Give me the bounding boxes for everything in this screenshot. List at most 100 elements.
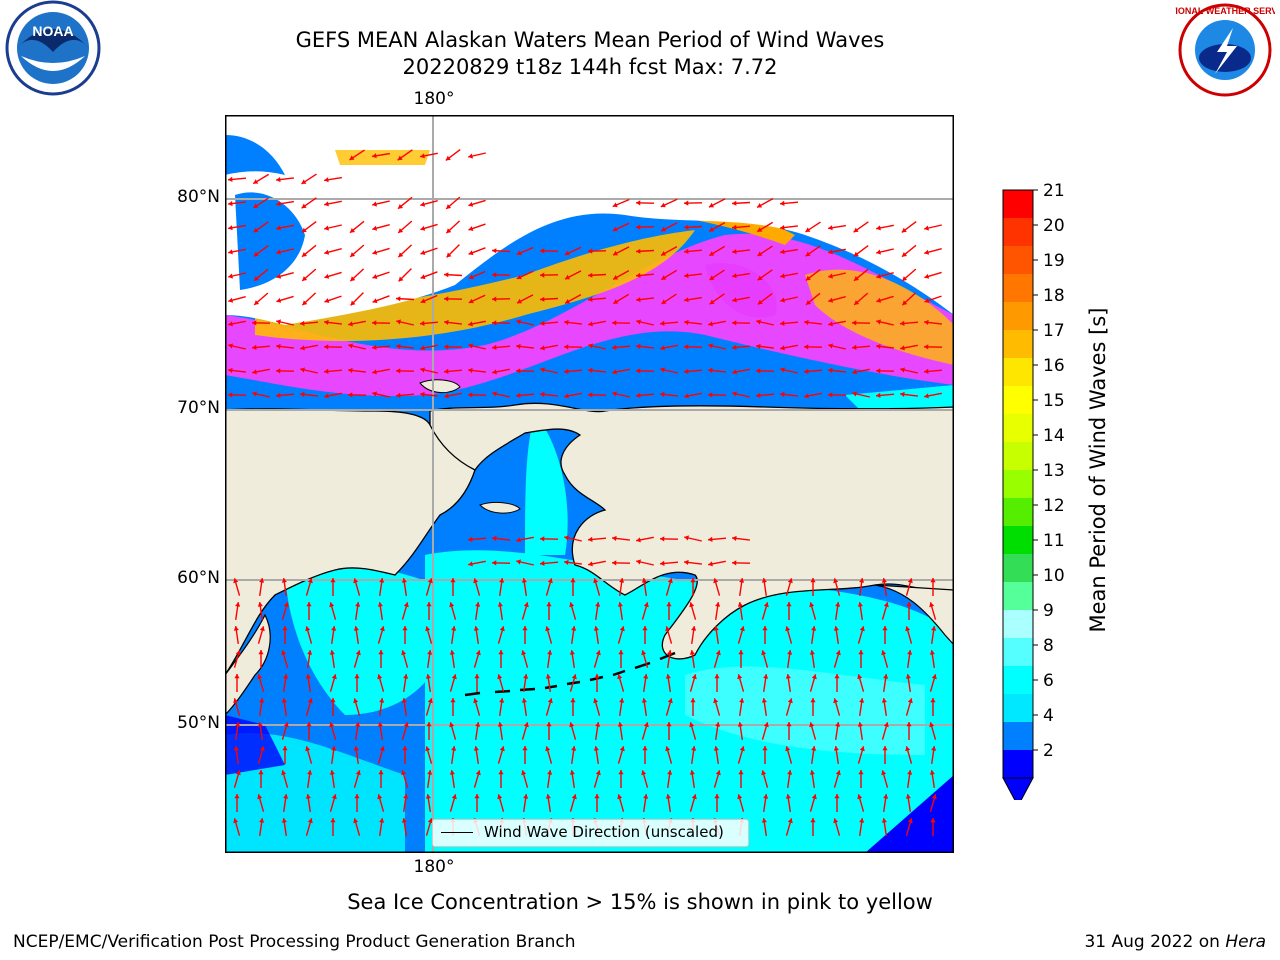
wave-direction-arrowhead (282, 626, 288, 631)
wave-direction-arrowhead (252, 344, 257, 350)
wave-direction-arrowhead (762, 746, 768, 751)
colorbar-segment (1003, 722, 1033, 750)
wave-direction-arrowhead (283, 794, 289, 799)
wave-direction-arrowhead (372, 391, 377, 397)
wave-direction-arrowhead (281, 698, 287, 703)
wave-direction-arrowhead (708, 343, 713, 349)
wave-direction-arrowhead (641, 578, 647, 583)
wave-direction-arrowhead (372, 249, 378, 255)
wave-direction-arrowhead (540, 560, 545, 566)
wave-direction-arrowhead (254, 276, 259, 281)
wave-direction-arrowhead (811, 746, 817, 751)
wave-direction-arrowhead (427, 578, 433, 584)
wave-direction-arrowhead (785, 674, 791, 679)
wave-direction-arrowhead (276, 249, 281, 255)
colorbar-segment (1003, 470, 1033, 498)
wave-direction-arrowhead (929, 722, 935, 728)
wave-direction-arrowhead (684, 535, 689, 541)
wave-direction-arrowhead (732, 320, 737, 326)
wave-direction-arrowhead (857, 722, 863, 727)
wave-direction-arrowhead (564, 535, 569, 541)
wave-direction-arrowhead (737, 602, 743, 607)
wave-direction-arrowhead (233, 626, 239, 631)
wave-direction-arrowhead (420, 391, 425, 397)
wave-direction-arrowhead (473, 578, 479, 584)
wave-direction-arrowhead (492, 320, 497, 326)
wave-direction-arrowhead (595, 602, 601, 607)
wave-direction-arrowhead (348, 343, 353, 349)
wave-direction-arrowhead (732, 391, 737, 397)
wave-direction-arrowhead (228, 392, 233, 398)
wave-direction-arrowhead (540, 345, 545, 351)
wave-direction-arrowhead (451, 626, 457, 631)
wave-direction-arrowhead (787, 650, 793, 655)
nws-logo-text: NATIONAL WEATHER SERVICE (1175, 6, 1275, 16)
wave-direction-arrowhead (833, 746, 839, 751)
wave-direction-arrowhead (276, 392, 281, 398)
wave-direction-arrowhead (377, 794, 383, 800)
wave-period-map (225, 115, 954, 853)
chart-title: GEFS MEAN Alaskan Waters Mean Period of … (295, 28, 885, 52)
wave-direction-arrowhead (805, 275, 811, 281)
wave-direction-arrowhead (900, 320, 905, 326)
wave-direction-arrowhead (468, 274, 474, 280)
wave-direction-arrowhead (540, 320, 545, 326)
wave-direction-arrowhead (739, 746, 745, 752)
wave-direction-arrowhead (833, 698, 839, 704)
wave-direction-arrowhead (234, 674, 240, 679)
lon-label-bottom: 180° (413, 857, 455, 877)
cyan-strait (525, 415, 568, 555)
wave-direction-arrowhead (302, 252, 307, 257)
wave-direction-arrowhead (468, 392, 473, 398)
wave-direction-arrowhead (612, 560, 617, 566)
wave-direction-arrowhead (902, 276, 908, 281)
wave-direction-arrowhead (684, 224, 689, 230)
wave-direction-arrowhead (523, 674, 529, 679)
wave-direction-arrowhead (713, 746, 719, 751)
wave-direction-arrowhead (497, 602, 503, 607)
wave-direction-arrowhead (396, 296, 401, 302)
wave-direction-arrowhead (449, 602, 455, 608)
wave-direction-arrowhead (905, 626, 911, 632)
wave-direction-arrowhead (353, 746, 359, 751)
wave-direction-arrowhead (613, 299, 619, 304)
colorbar-tick-label: 18 (1043, 286, 1065, 306)
wave-direction-arrowhead (762, 626, 768, 631)
wave-direction-arrowhead (547, 770, 553, 775)
wave-direction-arrowhead (780, 367, 785, 373)
wave-direction-arrowhead (234, 794, 240, 799)
wave-direction-arrowhead (732, 344, 737, 350)
wave-direction-arrowhead (828, 225, 833, 231)
wave-direction-arrowhead (732, 273, 737, 279)
wave-direction-arrowhead (451, 674, 457, 680)
ice-yellow-cap (335, 150, 430, 165)
wave-direction-arrowhead (425, 626, 431, 632)
wave-direction-arrowhead (689, 602, 695, 608)
legend-label: Wind Wave Direction (unscaled) (484, 823, 724, 841)
wave-direction-arrowhead (540, 367, 545, 373)
wave-direction-arrowhead (643, 602, 649, 608)
wave-direction-arrowhead (353, 698, 359, 704)
wave-direction-arrowhead (737, 722, 743, 727)
wave-direction-arrowhead (324, 368, 329, 374)
wave-direction-arrowhead (498, 770, 504, 775)
wave-direction-arrowhead (252, 320, 257, 326)
wave-direction-arrowhead (329, 770, 335, 775)
wave-direction-arrowhead (883, 794, 889, 799)
colorbar-segment (1003, 330, 1033, 358)
wave-direction-arrowhead (809, 770, 815, 775)
wave-direction-arrowhead (545, 746, 551, 752)
wave-direction-arrowhead (499, 746, 505, 752)
wave-direction-arrowhead (516, 319, 521, 325)
wave-direction-arrowhead (301, 179, 307, 184)
wave-direction-arrowhead (564, 368, 569, 374)
wave-direction-arrowhead (665, 674, 671, 679)
date-stamp: 31 Aug 2022 on Hera (1084, 932, 1266, 952)
polar-water-west (235, 192, 305, 290)
wave-direction-arrowhead (426, 602, 432, 607)
wave-direction-arrowhead (306, 602, 312, 607)
wave-direction-arrowhead (858, 650, 864, 655)
wave-direction-arrowhead (689, 722, 695, 728)
wave-direction-arrowhead (516, 559, 521, 565)
wave-direction-arrowhead (811, 674, 817, 680)
